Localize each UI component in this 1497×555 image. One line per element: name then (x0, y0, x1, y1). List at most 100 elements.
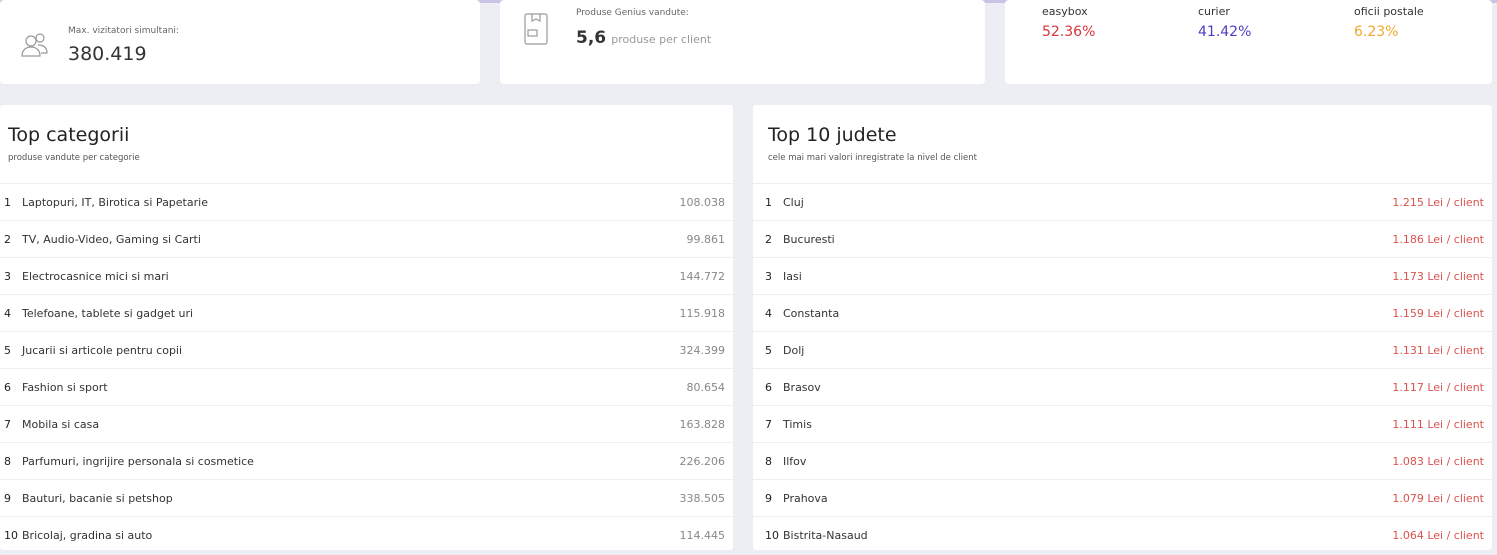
delivery-label: easybox (1042, 5, 1088, 18)
row-label: Ilfov (783, 454, 807, 468)
row-rank: 7 (765, 417, 772, 431)
row-label: Mobila si casa (22, 417, 100, 431)
row-label: Iasi (783, 269, 802, 283)
row-value: 338.505 (679, 491, 726, 505)
row-rank: 4 (4, 306, 11, 320)
row-value: 144.772 (679, 269, 726, 283)
list-item: 4 Telefoane, tablete si gadget uri 115.918 (0, 294, 733, 331)
row-rank: 3 (765, 269, 772, 283)
row-rank: 8 (765, 454, 772, 468)
panel-title: Top 10 judete (768, 124, 897, 146)
row-label: Bricolaj, gradina si auto (22, 528, 153, 542)
delivery-label: curier (1198, 5, 1230, 18)
row-label: Telefoane, tablete si gadget uri (22, 306, 194, 320)
row-value: 1.186 Lei / client (1392, 232, 1484, 246)
row-rank: 5 (765, 343, 772, 357)
visitors-label: Max. vizitatori simultani: (68, 26, 179, 36)
list-item: 6 Fashion si sport 80.654 (0, 368, 733, 405)
row-label: Constanta (783, 306, 840, 320)
row-label: Jucarii si articole pentru copii (22, 343, 183, 357)
visitors-card: Max. vizitatori simultani: 380.419 (0, 0, 480, 84)
row-rank: 3 (4, 269, 11, 283)
top-counties-panel: Top 10 judete cele mai mari valori inreg… (753, 105, 1492, 550)
row-label: Fashion si sport (22, 380, 108, 394)
genius-card: Produse Genius vandute: 5,6 produse per … (500, 0, 985, 84)
list-item: 8 Parfumuri, ingrijire personala si cosme… (0, 442, 733, 479)
row-rank: 6 (765, 380, 772, 394)
row-label: Bucuresti (783, 232, 835, 246)
row-label: Parfumuri, ingrijire personala si cosmet… (22, 454, 254, 468)
row-rank: 7 (4, 417, 11, 431)
row-rank: 2 (765, 232, 772, 246)
row-rank: 10 (4, 528, 18, 542)
row-value: 324.399 (679, 343, 726, 357)
list-item: 4 Constanta 1.159 Lei / client (753, 294, 1492, 331)
row-label: Laptopuri, IT, Birotica si Papetarie (22, 195, 208, 209)
list-item: 5 Jucarii si articole pentru copii 324.399 (0, 331, 733, 368)
row-rank: 10 (765, 528, 779, 542)
row-label: Cluj (783, 195, 804, 209)
row-label: TV, Audio-Video, Gaming si Carti (22, 232, 201, 246)
list-item: 5 Dolj 1.131 Lei / client (753, 331, 1492, 368)
delivery-oficii: oficii postale 6.23% (1354, 0, 1424, 40)
row-rank: 6 (4, 380, 11, 394)
visitors-value: 380.419 (68, 43, 147, 65)
genius-unit: produse per client (611, 33, 712, 46)
delivery-label: oficii postale (1354, 5, 1424, 18)
list-item: 3 Electrocasnice mici si mari 144.772 (0, 257, 733, 294)
row-value: 114.445 (679, 528, 726, 542)
users-icon (21, 33, 48, 57)
row-label: Brasov (783, 380, 821, 394)
row-value: 1.079 Lei / client (1392, 491, 1484, 505)
row-rank: 5 (4, 343, 11, 357)
panel-subtitle: produse vandute per categorie (8, 153, 140, 163)
row-value: 1.159 Lei / client (1392, 306, 1484, 320)
row-label: Bauturi, bacanie si petshop (22, 491, 173, 505)
row-value: 1.083 Lei / client (1392, 454, 1484, 468)
list-item: 9 Prahova 1.079 Lei / client (753, 479, 1492, 516)
delivery-value: 41.42% (1198, 24, 1252, 40)
row-label: Bistrita-Nasaud (783, 528, 868, 542)
list-item: 7 Timis 1.111 Lei / client (753, 405, 1492, 442)
panel-title: Top categorii (8, 124, 130, 146)
list-item: 10 Bricolaj, gradina si auto 114.445 (0, 516, 733, 553)
row-label: Timis (783, 417, 812, 431)
row-value: 226.206 (679, 454, 726, 468)
row-value: 1.173 Lei / client (1392, 269, 1484, 283)
top-categories-panel: Top categorii produse vandute per catego… (0, 105, 733, 550)
delivery-card: easybox 52.36% curier 41.42% oficii post… (1005, 0, 1492, 84)
row-rank: 9 (765, 491, 772, 505)
row-value: 1.215 Lei / client (1392, 195, 1484, 209)
list-item: 8 Ilfov 1.083 Lei / client (753, 442, 1492, 479)
list-item: 10 Bistrita-Nasaud 1.064 Lei / client (753, 516, 1492, 553)
list-item: 2 Bucuresti 1.186 Lei / client (753, 220, 1492, 257)
list-item: 1 Laptopuri, IT, Birotica si Papetarie 108… (0, 183, 733, 220)
row-value: 115.918 (679, 306, 726, 320)
delivery-value: 52.36% (1042, 24, 1096, 40)
package-icon (524, 13, 548, 45)
row-value: 1.131 Lei / client (1392, 343, 1484, 357)
genius-label: Produse Genius vandute: (576, 8, 689, 18)
delivery-value: 6.23% (1354, 24, 1399, 40)
delivery-curier: curier 41.42% (1198, 0, 1251, 40)
row-label: Electrocasnice mici si mari (22, 269, 169, 283)
list-item: 9 Bauturi, bacanie si petshop 338.505 (0, 479, 733, 516)
row-rank: 2 (4, 232, 11, 246)
row-value: 80.654 (686, 380, 726, 394)
row-value: 1.064 Lei / client (1392, 528, 1484, 542)
list-item: 3 Iasi 1.173 Lei / client (753, 257, 1492, 294)
categories-list: 1 Laptopuri, IT, Birotica si Papetarie 108… (0, 183, 733, 553)
list-item: 6 Brasov 1.117 Lei / client (753, 368, 1492, 405)
row-rank: 8 (4, 454, 11, 468)
row-rank: 4 (765, 306, 772, 320)
row-label: Prahova (783, 491, 828, 505)
list-item: 7 Mobila si casa 163.828 (0, 405, 733, 442)
list-item: 1 Cluj 1.215 Lei / client (753, 183, 1492, 220)
row-value: 163.828 (679, 417, 726, 431)
row-rank: 1 (4, 195, 11, 209)
list-item: 2 TV, Audio-Video, Gaming si Carti 99.861 (0, 220, 733, 257)
counties-list: 1 Cluj 1.215 Lei / client 2 Bucuresti 1.186 L… (753, 183, 1492, 553)
delivery-easybox: easybox 52.36% (1042, 0, 1095, 40)
row-value: 108.038 (679, 195, 726, 209)
row-label: Dolj (783, 343, 805, 357)
